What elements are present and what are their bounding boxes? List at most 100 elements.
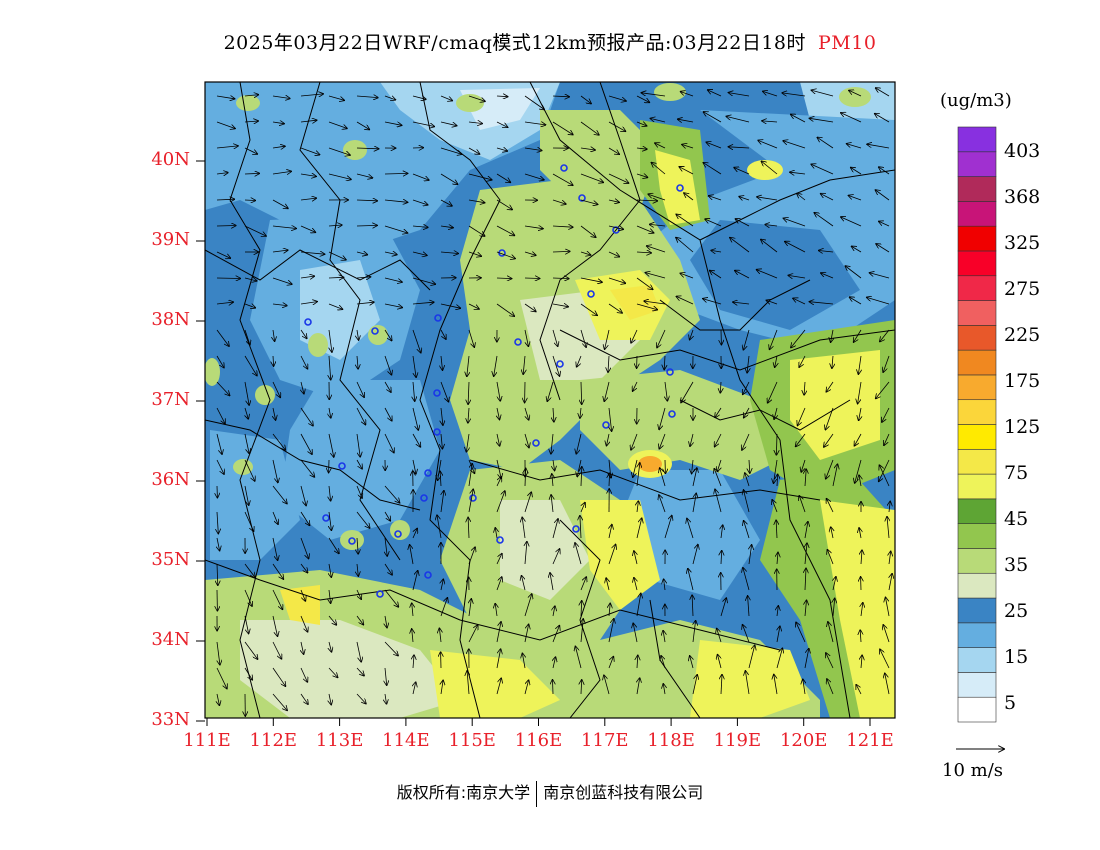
- wind-arrow: [783, 218, 806, 227]
- wind-arrow: [524, 433, 529, 448]
- wind-arrow: [410, 545, 414, 565]
- wind-arrow: [748, 596, 749, 617]
- wind-arrow: [216, 251, 230, 258]
- reference-wind-label: 10 m/s: [942, 760, 1003, 781]
- wind-arrow: [496, 649, 501, 669]
- wind-arrow: [637, 501, 638, 513]
- wind-arrow: [661, 656, 666, 669]
- wind-arrow: [608, 355, 609, 372]
- wind-arrow: [468, 407, 469, 423]
- wind-arrow: [272, 459, 278, 483]
- wind-arrow: [749, 545, 752, 565]
- wind-arrow: [552, 278, 569, 279]
- wind-arrow: [384, 589, 398, 607]
- wind-arrow: [552, 626, 559, 643]
- wind-arrow: [244, 355, 257, 376]
- colorbar-swatch: [957, 572, 997, 599]
- map-title: 2025年03月22日WRF/cmaq模式12km预报产品:03月22日18时 P…: [0, 28, 1100, 55]
- wind-arrow: [772, 500, 778, 513]
- wind-arrow: [575, 646, 582, 669]
- wind-arrow: [797, 194, 806, 201]
- wind-arrow: [384, 329, 392, 341]
- colorbar-label: 75: [1004, 462, 1029, 484]
- wind-arrow: [384, 277, 402, 282]
- wind-arrow: [273, 407, 276, 420]
- wind-arrow: [761, 161, 778, 175]
- lat-label: 37N: [151, 389, 190, 410]
- colorbar-swatch: [957, 548, 997, 574]
- wind-arrow: [412, 252, 427, 255]
- wind-arrow: [580, 577, 586, 591]
- wind-arrow: [300, 329, 307, 338]
- wind-arrow: [636, 303, 657, 310]
- wind-arrow: [849, 196, 862, 201]
- wind-arrow: [763, 91, 778, 97]
- wind-arrow: [496, 554, 502, 565]
- wind-arrow: [497, 407, 500, 420]
- wind-arrow: [356, 511, 370, 528]
- wind-arrow: [412, 571, 418, 591]
- wind-arrow: [329, 329, 332, 352]
- colorbar-swatch: [957, 126, 997, 153]
- wind-arrow: [551, 495, 553, 513]
- wind-arrow: [300, 433, 312, 454]
- wind-arrow: [329, 407, 331, 418]
- wind-arrow: [440, 95, 452, 101]
- wind-arrow: [631, 329, 638, 343]
- wind-arrow: [468, 122, 482, 124]
- wind-arrow: [681, 92, 694, 97]
- wind-arrow: [744, 490, 750, 513]
- wind-arrow: [272, 122, 284, 124]
- lat-label: 36N: [151, 469, 190, 490]
- wind-arrow: [721, 551, 722, 565]
- wind-arrow: [688, 569, 694, 591]
- lat-label: 40N: [151, 149, 190, 170]
- colorbar-swatch: [957, 424, 997, 450]
- wind-field: [217, 88, 892, 716]
- title-main: 2025年03月22日WRF/cmaq模式12km预报产品:03月22日18时: [223, 32, 806, 54]
- wind-arrow: [412, 199, 428, 205]
- wind-arrow: [875, 114, 890, 123]
- wind-arrow: [272, 641, 282, 659]
- wind-arrow: [272, 511, 278, 524]
- wind-arrow: [801, 459, 806, 472]
- wind-arrow: [245, 407, 248, 419]
- wind-arrow: [356, 407, 366, 425]
- wind-arrow: [300, 225, 315, 232]
- wind-arrow: [524, 148, 542, 151]
- wind-arrow: [524, 278, 540, 279]
- colorbar: [957, 126, 997, 723]
- wind-arrow: [384, 407, 392, 421]
- wind-arrow: [692, 595, 693, 617]
- wind-arrow: [743, 625, 750, 643]
- wind-arrow: [633, 459, 638, 477]
- wind-arrow: [805, 522, 808, 539]
- lat-label: 35N: [151, 549, 190, 570]
- wind-arrow: [300, 563, 308, 573]
- wind-arrow: [328, 615, 336, 625]
- wind-arrow: [645, 273, 666, 279]
- wind-arrow: [811, 90, 834, 97]
- wind-arrow: [826, 459, 834, 479]
- wind-arrow: [609, 407, 612, 431]
- wind-arrow: [581, 381, 582, 404]
- wind-arrow: [440, 252, 458, 254]
- wind-arrow: [524, 95, 544, 110]
- wind-arrow: [581, 503, 585, 513]
- wind-arrow: [522, 517, 525, 539]
- wind-arrow: [217, 693, 219, 705]
- wind-arrow: [328, 121, 347, 128]
- wind-arrow: [861, 550, 862, 565]
- wind-arrow: [655, 143, 666, 149]
- wind-arrow: [721, 675, 722, 695]
- wind-arrow: [553, 459, 555, 471]
- wind-arrow: [766, 300, 778, 304]
- wind-arrow: [637, 463, 640, 487]
- wind-arrow: [580, 173, 603, 182]
- wind-arrow: [272, 589, 283, 609]
- wind-arrow: [762, 121, 778, 122]
- wind-arrow: [876, 88, 890, 97]
- wind-arrow: [328, 225, 342, 226]
- wind-arrow: [468, 489, 473, 513]
- wind-arrow: [631, 433, 638, 450]
